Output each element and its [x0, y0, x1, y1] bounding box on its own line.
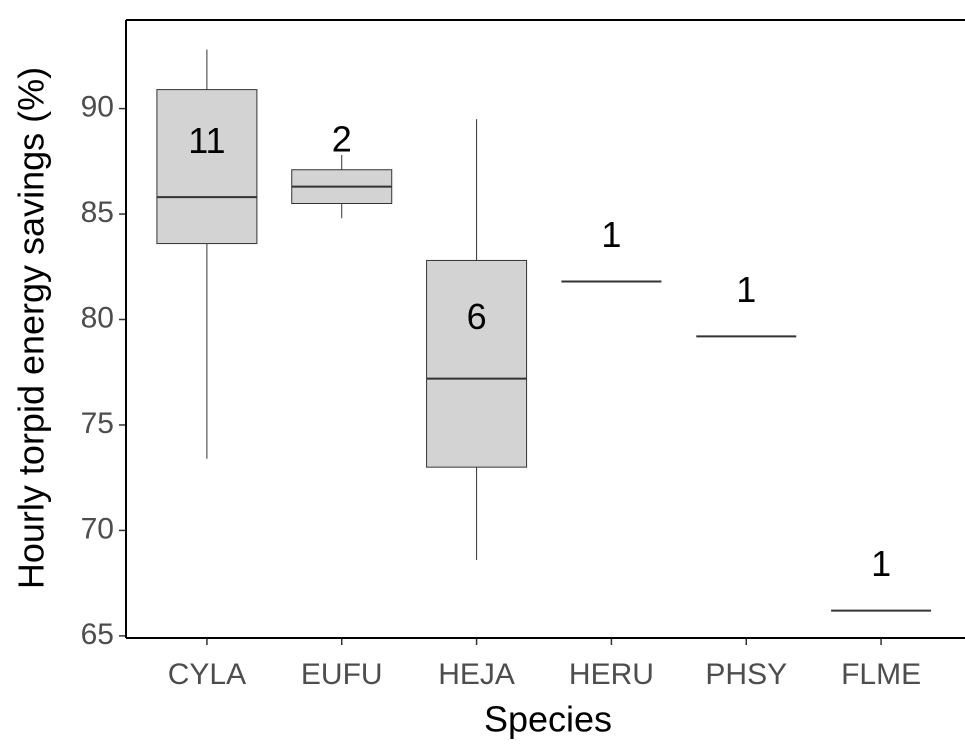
- n-label: 6: [467, 296, 487, 337]
- y-tick-label: 85: [81, 196, 114, 229]
- y-tick-label: 90: [81, 91, 114, 124]
- n-label: 11: [188, 120, 225, 161]
- x-tick-label: HERU: [569, 658, 654, 691]
- x-tick-label: CYLA: [168, 658, 246, 691]
- x-tick-label: PHSY: [705, 658, 787, 691]
- y-tick-label: 65: [81, 618, 114, 651]
- n-label: 1: [601, 214, 621, 255]
- y-axis-title: Hourly torpid energy savings (%): [11, 67, 52, 589]
- x-axis-title: Species: [484, 699, 612, 740]
- y-tick-label: 80: [81, 301, 114, 334]
- x-tick-label: FLME: [841, 658, 921, 691]
- n-label: 1: [736, 269, 756, 310]
- n-label: 1: [871, 543, 891, 584]
- x-tick-label: HEJA: [438, 658, 515, 691]
- x-tick-label: EUFU: [301, 658, 383, 691]
- box: [156, 89, 258, 245]
- box: [426, 259, 528, 468]
- n-label: 2: [332, 119, 352, 160]
- y-tick-label: 75: [81, 407, 114, 440]
- y-tick-label: 70: [81, 512, 114, 545]
